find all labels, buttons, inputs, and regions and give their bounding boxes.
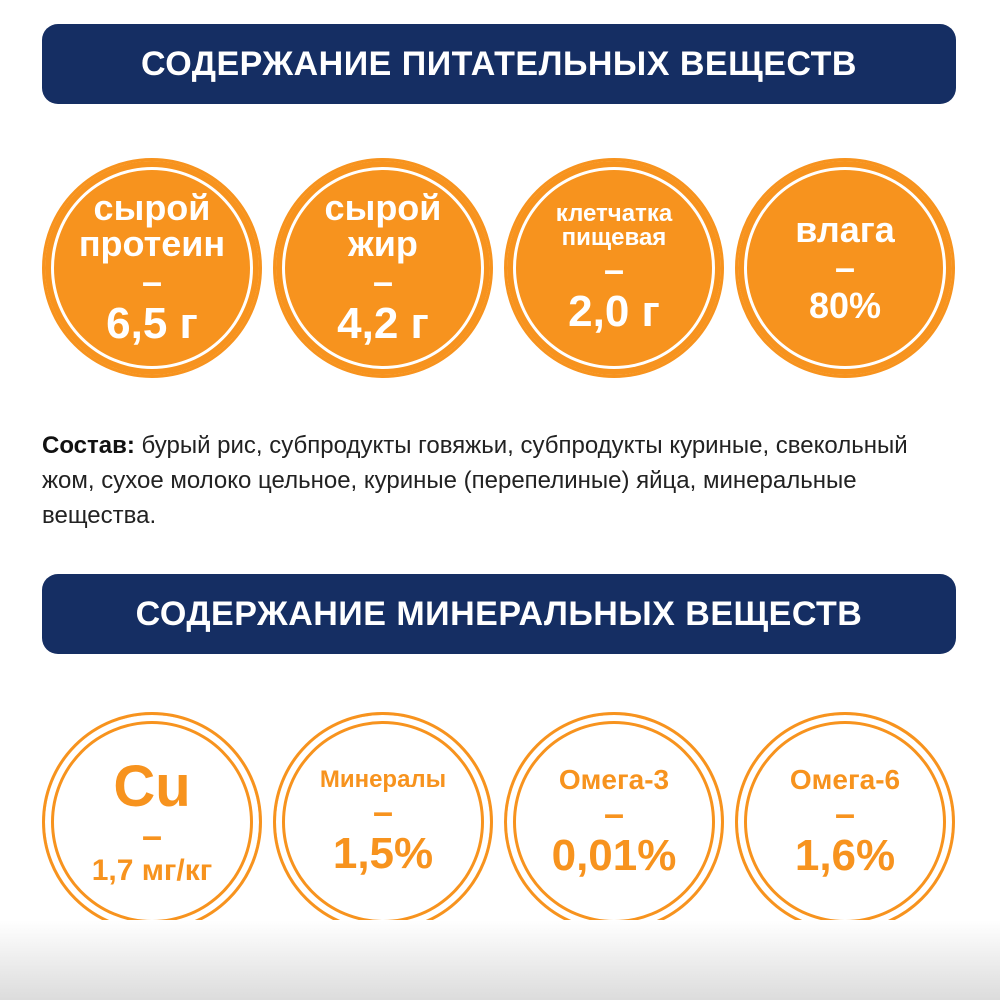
composition-body: бурый рис, субпродукты говяжьи, субпроду… — [42, 432, 908, 529]
nutrient-fiber-badge: клетчатка пищевая – 2,0 г — [504, 158, 724, 378]
nutrient-value: 4,2 г — [337, 299, 429, 348]
mineral-value: 1,6% — [794, 831, 896, 880]
nutrient-value: 6,5 г — [106, 299, 198, 348]
nutrient-label-line1: сырой — [324, 187, 442, 228]
minerals-title: СОДЕРЖАНИЕ МИНЕРАЛЬНЫХ ВЕЩЕСТВ — [135, 594, 863, 633]
nutrients-row: сырой протеин – 6,5 г сырой жир – 4,2 г … — [0, 152, 1000, 392]
nutrient-label-line1: клетчатка — [555, 200, 673, 227]
mineral-label: Омега-3 — [558, 764, 670, 795]
nutrient-moisture-badge: влага – 80% — [735, 158, 955, 378]
nutrients-title: СОДЕРЖАНИЕ ПИТАТЕЛЬНЫХ ВЕЩЕСТВ — [141, 44, 857, 83]
mineral-value: 1,5% — [332, 829, 434, 878]
mineral-dash: – — [834, 793, 856, 834]
nutrients-title-banner: СОДЕРЖАНИЕ ПИТАТЕЛЬНЫХ ВЕЩЕСТВ — [42, 24, 956, 104]
nutrient-dash: – — [603, 249, 625, 290]
nutrient-label-line1: сырой — [93, 187, 211, 228]
mineral-label: Омега-6 — [789, 764, 901, 795]
nutrient-label-line2: пищевая — [561, 224, 667, 251]
mineral-value: 1,7 мг/кг — [91, 854, 213, 887]
nutrient-dash: – — [141, 261, 163, 302]
nutrient-dash: – — [834, 247, 856, 288]
mineral-label: Cu — [113, 754, 191, 819]
mineral-minerals-badge: Минералы – 1,5% — [273, 712, 493, 932]
mineral-copper-badge: Cu – 1,7 мг/кг — [42, 712, 262, 932]
nutrient-fat-badge: сырой жир – 4,2 г — [273, 158, 493, 378]
nutrient-dash: – — [372, 261, 394, 302]
mineral-omega3-badge: Омега-3 – 0,01% — [504, 712, 724, 932]
minerals-title-banner: СОДЕРЖАНИЕ МИНЕРАЛЬНЫХ ВЕЩЕСТВ — [42, 574, 956, 654]
bottom-fade — [0, 920, 1000, 1000]
nutrient-label-line2: жир — [348, 223, 418, 264]
nutrient-value: 2,0 г — [568, 287, 660, 336]
mineral-dash: – — [603, 793, 625, 834]
nutrient-label-line2: протеин — [78, 223, 226, 264]
mineral-omega6-badge: Омега-6 – 1,6% — [735, 712, 955, 932]
nutrient-value: 80% — [808, 285, 882, 326]
mineral-value: 0,01% — [551, 831, 677, 880]
minerals-row: Cu – 1,7 мг/кг Минералы – 1,5% Омега-3 –… — [0, 706, 1000, 946]
nutrient-label-line1: влага — [795, 209, 895, 250]
mineral-dash: – — [141, 815, 163, 856]
nutrient-protein-badge: сырой протеин – 6,5 г — [42, 158, 262, 378]
mineral-dash: – — [372, 791, 394, 832]
composition-text: Состав: бурый рис, субпродукты говяжьи, … — [42, 428, 942, 533]
mineral-label: Минералы — [319, 766, 447, 793]
composition-label: Состав: — [42, 432, 135, 459]
